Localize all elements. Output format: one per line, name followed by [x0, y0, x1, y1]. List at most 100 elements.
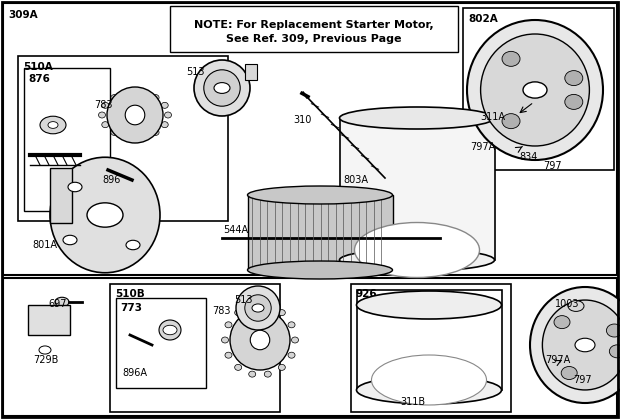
Text: eReplacementParts.com: eReplacementParts.com: [242, 190, 378, 200]
Text: 1003: 1003: [555, 299, 580, 309]
Text: 510B: 510B: [115, 289, 144, 299]
Ellipse shape: [236, 286, 280, 330]
Ellipse shape: [278, 365, 285, 370]
Ellipse shape: [356, 291, 502, 319]
Circle shape: [55, 297, 69, 307]
Ellipse shape: [161, 102, 168, 109]
Bar: [28, 305, 70, 335]
Ellipse shape: [502, 114, 520, 129]
Bar: [170, 6, 458, 52]
Ellipse shape: [264, 303, 272, 309]
Ellipse shape: [565, 94, 583, 109]
Ellipse shape: [230, 310, 290, 370]
Bar: [3, 3, 617, 275]
Circle shape: [40, 116, 66, 134]
Ellipse shape: [225, 352, 232, 358]
Ellipse shape: [609, 345, 620, 358]
Text: 544A: 544A: [223, 225, 248, 235]
Text: 797: 797: [573, 375, 591, 385]
Circle shape: [39, 346, 51, 354]
Bar: [357, 290, 502, 390]
Ellipse shape: [107, 87, 163, 143]
Ellipse shape: [164, 112, 172, 118]
Text: 311A: 311A: [480, 112, 505, 122]
Ellipse shape: [124, 90, 131, 96]
Text: 783: 783: [212, 306, 231, 316]
Ellipse shape: [221, 337, 229, 343]
Circle shape: [568, 300, 584, 311]
Text: 801A: 801A: [32, 240, 57, 250]
Text: 797A: 797A: [545, 355, 570, 365]
Ellipse shape: [355, 222, 479, 277]
Ellipse shape: [102, 122, 108, 128]
Circle shape: [252, 304, 264, 312]
Circle shape: [575, 338, 595, 352]
Ellipse shape: [235, 310, 242, 316]
Circle shape: [87, 203, 123, 227]
Ellipse shape: [111, 95, 118, 101]
Text: 513: 513: [234, 295, 252, 305]
Text: 803A: 803A: [343, 175, 368, 185]
Ellipse shape: [542, 300, 620, 390]
Ellipse shape: [530, 287, 620, 403]
Text: 876: 876: [28, 74, 50, 84]
Ellipse shape: [235, 365, 242, 370]
Bar: [245, 64, 257, 80]
Ellipse shape: [194, 60, 250, 116]
Ellipse shape: [561, 367, 577, 380]
Ellipse shape: [554, 316, 570, 328]
Text: NOTE: For Replacement Starter Motor,: NOTE: For Replacement Starter Motor,: [194, 20, 434, 30]
Text: 510A: 510A: [23, 62, 53, 72]
Text: 697: 697: [48, 299, 66, 309]
Ellipse shape: [288, 352, 295, 358]
Ellipse shape: [249, 303, 255, 309]
Ellipse shape: [264, 371, 272, 377]
Ellipse shape: [340, 249, 495, 271]
Ellipse shape: [480, 34, 590, 146]
Ellipse shape: [291, 337, 298, 343]
Text: 834: 834: [519, 152, 538, 162]
Ellipse shape: [356, 376, 502, 404]
Ellipse shape: [247, 261, 392, 279]
Text: 729B: 729B: [33, 355, 58, 365]
Ellipse shape: [111, 129, 118, 135]
Bar: [351, 284, 511, 412]
Ellipse shape: [139, 134, 146, 140]
Text: 797A: 797A: [470, 142, 495, 152]
Text: 802A: 802A: [468, 14, 498, 24]
Ellipse shape: [124, 134, 131, 140]
Ellipse shape: [152, 95, 159, 101]
Ellipse shape: [159, 320, 181, 340]
Ellipse shape: [502, 52, 520, 66]
Ellipse shape: [125, 105, 145, 125]
Ellipse shape: [225, 322, 232, 328]
Bar: [463, 8, 614, 170]
Bar: [248, 195, 393, 270]
Ellipse shape: [288, 322, 295, 328]
Text: 797: 797: [543, 161, 562, 171]
Text: 773: 773: [120, 303, 142, 313]
Circle shape: [523, 82, 547, 98]
Circle shape: [63, 235, 77, 245]
Ellipse shape: [139, 90, 146, 96]
Ellipse shape: [99, 112, 105, 118]
Ellipse shape: [278, 310, 285, 316]
Circle shape: [48, 122, 58, 128]
Ellipse shape: [250, 330, 270, 350]
Ellipse shape: [247, 186, 392, 204]
Ellipse shape: [245, 295, 271, 321]
Ellipse shape: [467, 20, 603, 160]
Text: 926: 926: [355, 289, 376, 299]
Ellipse shape: [340, 107, 495, 129]
Circle shape: [163, 325, 177, 335]
Text: 896A: 896A: [122, 368, 147, 378]
Ellipse shape: [152, 129, 159, 135]
Bar: [24, 68, 110, 211]
Circle shape: [68, 182, 82, 192]
Circle shape: [126, 240, 140, 250]
Bar: [340, 118, 495, 260]
Bar: [116, 298, 206, 388]
Ellipse shape: [204, 70, 240, 106]
Text: 309A: 309A: [8, 10, 38, 20]
Ellipse shape: [161, 122, 168, 128]
